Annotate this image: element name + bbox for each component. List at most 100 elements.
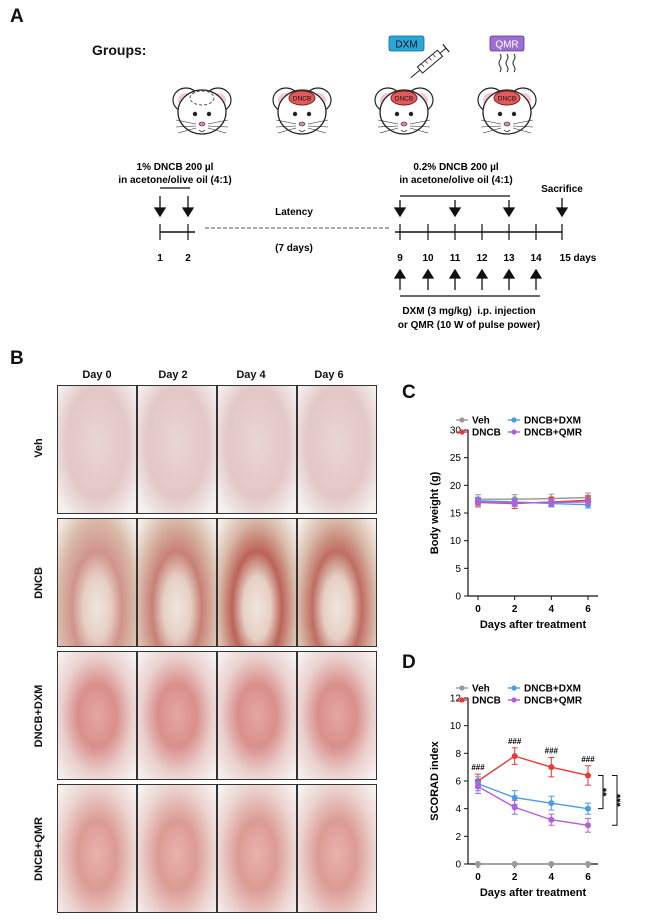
body-weight-chart: 0 5 10 15 20 25 30 0 2 4 6 Days after treatment Body… xyxy=(429,416,598,631)
data-point xyxy=(548,499,555,506)
up-arrow-icon xyxy=(393,268,543,290)
legend-label: DNCB+QMR xyxy=(524,696,583,707)
x-tick-label: 0 xyxy=(475,604,481,615)
photo-row-header: DNCB+QMR xyxy=(33,817,45,881)
legend-marker xyxy=(511,429,517,435)
y-axis-label: Body weight (g) xyxy=(429,471,441,554)
skin-photo xyxy=(217,651,297,780)
series-line xyxy=(477,783,589,810)
skin-photo xyxy=(137,651,217,780)
mouse-label: DNCB xyxy=(498,96,516,103)
x-tick-label: 4 xyxy=(549,872,555,883)
dxm-badge xyxy=(388,35,425,52)
x-tick-label: 0 xyxy=(475,872,481,883)
dxm-badge-label: DXM xyxy=(395,40,417,51)
x-tick-label: 2 xyxy=(512,872,518,883)
day-tick: 2 xyxy=(185,253,191,264)
second-treatment-line1: 0.2% DNCB 200 µl xyxy=(413,162,498,173)
significance-label: ### xyxy=(471,763,485,772)
data-point xyxy=(548,861,555,867)
legend-label: DNCB xyxy=(472,428,501,439)
experiment-schematic: DNCB DNCB DNCB DXM QMR 1% DNCB 200 µl in… xyxy=(118,35,597,331)
x-axis-label: Days after treatment xyxy=(480,619,587,631)
y-tick-label: 2 xyxy=(455,832,461,843)
photo-row-header: DNCB xyxy=(33,567,45,599)
groups-label: Groups: xyxy=(92,42,147,58)
significance-label: ### xyxy=(545,746,559,755)
data-point xyxy=(475,783,481,790)
day-tick: 9 xyxy=(397,253,403,264)
panel-letter-d: D xyxy=(402,652,416,673)
legend-marker xyxy=(459,685,465,691)
data-point xyxy=(585,805,591,812)
first-treatment-line2: in acetone/olive oil (4:1) xyxy=(118,175,231,186)
significance-label: ** xyxy=(601,787,613,796)
legend-label: DNCB+DXM xyxy=(524,416,581,427)
skin-photo xyxy=(57,651,137,780)
legend-label: Veh xyxy=(472,416,490,427)
skin-photo xyxy=(297,651,377,780)
data-point xyxy=(475,861,481,867)
skin-photo xyxy=(137,784,217,913)
series-line xyxy=(477,755,589,782)
significance-bracket xyxy=(612,774,618,826)
day-tick: 14 xyxy=(530,253,542,264)
qmr-badge-label: QMR xyxy=(495,40,518,51)
mouse-label: DNCB xyxy=(395,96,413,103)
mouse-dncb-icon: DNCB xyxy=(272,87,332,135)
y-axis-label: SCORAD index xyxy=(429,740,441,820)
data-point xyxy=(511,794,518,801)
skin-photo-grid xyxy=(55,385,380,913)
legend-marker xyxy=(459,697,465,703)
latency-label: Latency xyxy=(275,207,313,218)
skin-photo xyxy=(297,784,377,913)
photo-column-header: Day 4 xyxy=(236,369,266,381)
legend-marker xyxy=(459,417,465,423)
data-point xyxy=(585,772,591,779)
data-point xyxy=(585,822,591,829)
latency-days-label: (7 days) xyxy=(275,243,313,254)
mouse-veh-icon xyxy=(172,87,232,135)
legend-marker xyxy=(511,685,517,691)
x-tick-label: 6 xyxy=(585,872,591,883)
mouse-qmr-icon: DNCB xyxy=(477,87,537,135)
y-tick-label: 6 xyxy=(455,777,461,788)
data-point xyxy=(475,498,481,505)
skin-photo xyxy=(217,518,297,647)
skin-photo xyxy=(217,784,297,913)
day-tick: 12 xyxy=(476,253,488,264)
y-tick-label: 10 xyxy=(450,721,462,732)
data-point xyxy=(548,800,555,807)
skin-photo xyxy=(57,784,137,913)
photo-row-header: Veh xyxy=(33,438,45,458)
second-treatment-line2: in acetone/olive oil (4:1) xyxy=(399,175,512,186)
photo-column-header: Day 0 xyxy=(82,369,112,381)
skin-photo xyxy=(57,385,137,514)
syringe-icon xyxy=(410,43,450,79)
injection-line2: or QMR (10 W of pulse power) xyxy=(398,320,540,331)
day-tick: 11 xyxy=(450,253,461,264)
mouse-label: DNCB xyxy=(293,96,311,103)
wave-icon xyxy=(498,53,516,73)
mouse-dxm-icon: DNCB xyxy=(374,87,434,135)
qmr-badge xyxy=(489,35,525,52)
sacrifice-label: Sacrifice xyxy=(541,184,583,195)
data-point xyxy=(511,753,518,760)
day-tick: 15 days xyxy=(560,253,597,264)
series-line xyxy=(478,496,589,500)
x-tick-label: 4 xyxy=(549,604,555,615)
panel-letter-a: A xyxy=(10,6,24,27)
y-tick-label: 5 xyxy=(455,564,461,575)
y-tick-label: 4 xyxy=(455,804,461,815)
x-axis-label: Days after treatment xyxy=(480,887,587,899)
y-tick-label: 8 xyxy=(455,749,461,760)
data-point xyxy=(548,816,555,823)
y-tick-label: 25 xyxy=(450,453,462,464)
y-tick-label: 0 xyxy=(455,860,461,871)
legend-marker xyxy=(511,417,517,423)
down-arrow-icon xyxy=(153,196,569,218)
legend-label: DNCB+QMR xyxy=(524,428,583,439)
legend-label: DNCB xyxy=(472,696,501,707)
day-tick: 13 xyxy=(503,253,515,264)
skin-photo xyxy=(217,385,297,514)
